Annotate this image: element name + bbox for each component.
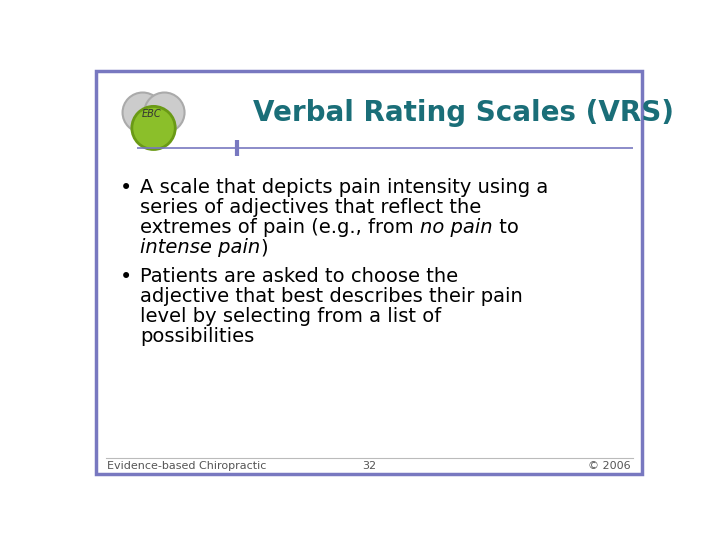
Circle shape [144,92,184,132]
Text: intense pain: intense pain [140,238,261,257]
Text: no pain: no pain [420,218,493,237]
Circle shape [122,92,163,132]
Text: EBC: EBC [142,109,162,119]
Text: •: • [120,178,132,198]
Text: level by selecting from a list of: level by selecting from a list of [140,307,441,326]
Text: ): ) [261,238,269,257]
Text: Evidence-based Chiropractic: Evidence-based Chiropractic [107,461,266,471]
Text: possibilities: possibilities [140,327,255,346]
Text: Patients are asked to choose the: Patients are asked to choose the [140,267,459,286]
Text: to: to [493,218,518,237]
Text: © 2006: © 2006 [588,461,631,471]
Text: adjective that best describes their pain: adjective that best describes their pain [140,287,523,306]
Circle shape [132,106,175,150]
FancyBboxPatch shape [96,71,642,475]
Text: extremes of pain (e.g., from: extremes of pain (e.g., from [140,218,420,237]
Text: 32: 32 [362,461,376,471]
Text: A scale that depicts pain intensity using a: A scale that depicts pain intensity usin… [140,178,549,197]
Text: •: • [120,267,132,287]
Text: Verbal Rating Scales (VRS): Verbal Rating Scales (VRS) [253,98,674,126]
Text: series of adjectives that reflect the: series of adjectives that reflect the [140,198,482,217]
